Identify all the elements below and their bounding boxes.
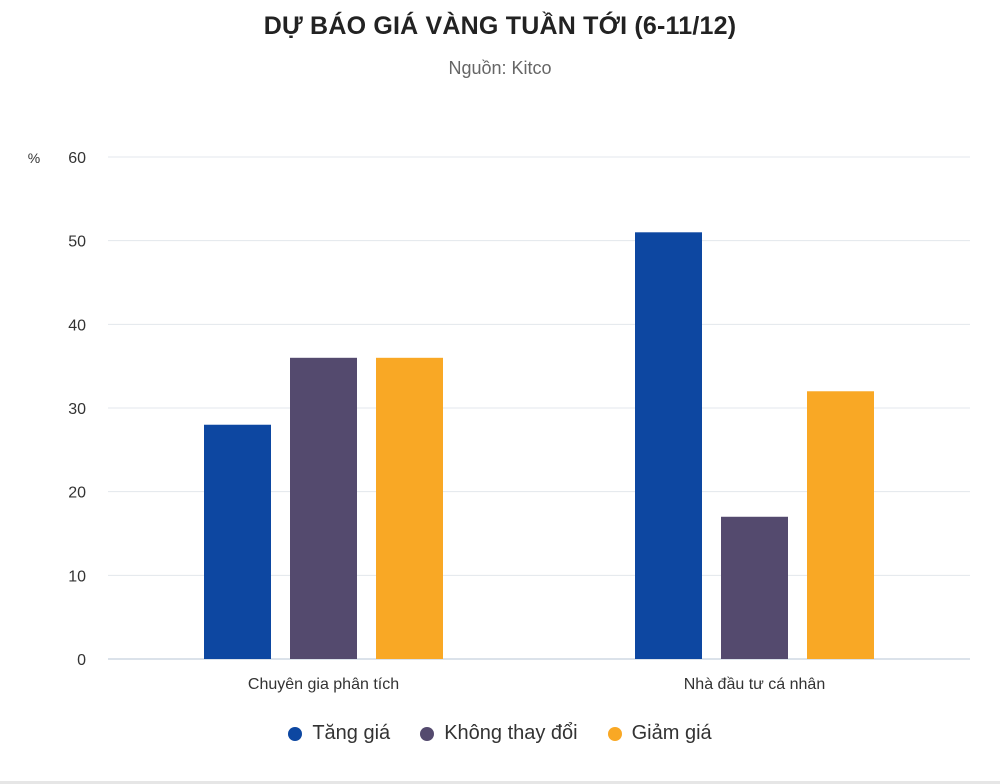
bar xyxy=(635,232,702,660)
chart-subtitle: Nguồn: Kitco xyxy=(448,58,552,78)
legend-marker xyxy=(420,726,435,741)
legend-label: Tăng giá xyxy=(312,722,391,744)
bar xyxy=(376,357,443,659)
y-tick-label: 50 xyxy=(68,234,86,251)
legend: Tăng giá Không thay đổi Giảm giá xyxy=(0,722,1000,745)
legend-item[interactable]: Giảm giá xyxy=(607,722,712,745)
chart-title: DỰ BÁO GIÁ VÀNG TUẦN TỚI (6-11/12) xyxy=(263,12,737,40)
y-tick-label: 20 xyxy=(68,485,86,502)
legend-label: Không thay đổi xyxy=(444,722,578,744)
bar xyxy=(721,516,788,659)
x-tick-label: Chuyên gia phân tích xyxy=(248,676,399,693)
legend-label: Giảm giá xyxy=(631,722,712,744)
legend-item[interactable]: Không thay đổi xyxy=(420,722,578,745)
legend-marker xyxy=(288,726,303,741)
y-tick-label: 40 xyxy=(68,317,86,334)
bar xyxy=(204,424,271,659)
bar xyxy=(290,357,357,659)
y-tick-label: 0 xyxy=(77,652,86,669)
bar xyxy=(807,391,874,659)
legend-item[interactable]: Tăng giá xyxy=(288,722,390,745)
y-axis-label: % xyxy=(28,150,40,166)
bottom-divider xyxy=(0,781,1000,784)
legend-marker xyxy=(607,726,622,741)
x-tick-label: Nhà đầu tư cá nhân xyxy=(684,676,825,693)
y-tick-label: 60 xyxy=(68,150,86,167)
y-tick-label: 10 xyxy=(68,568,86,585)
y-tick-label: 30 xyxy=(68,401,86,418)
